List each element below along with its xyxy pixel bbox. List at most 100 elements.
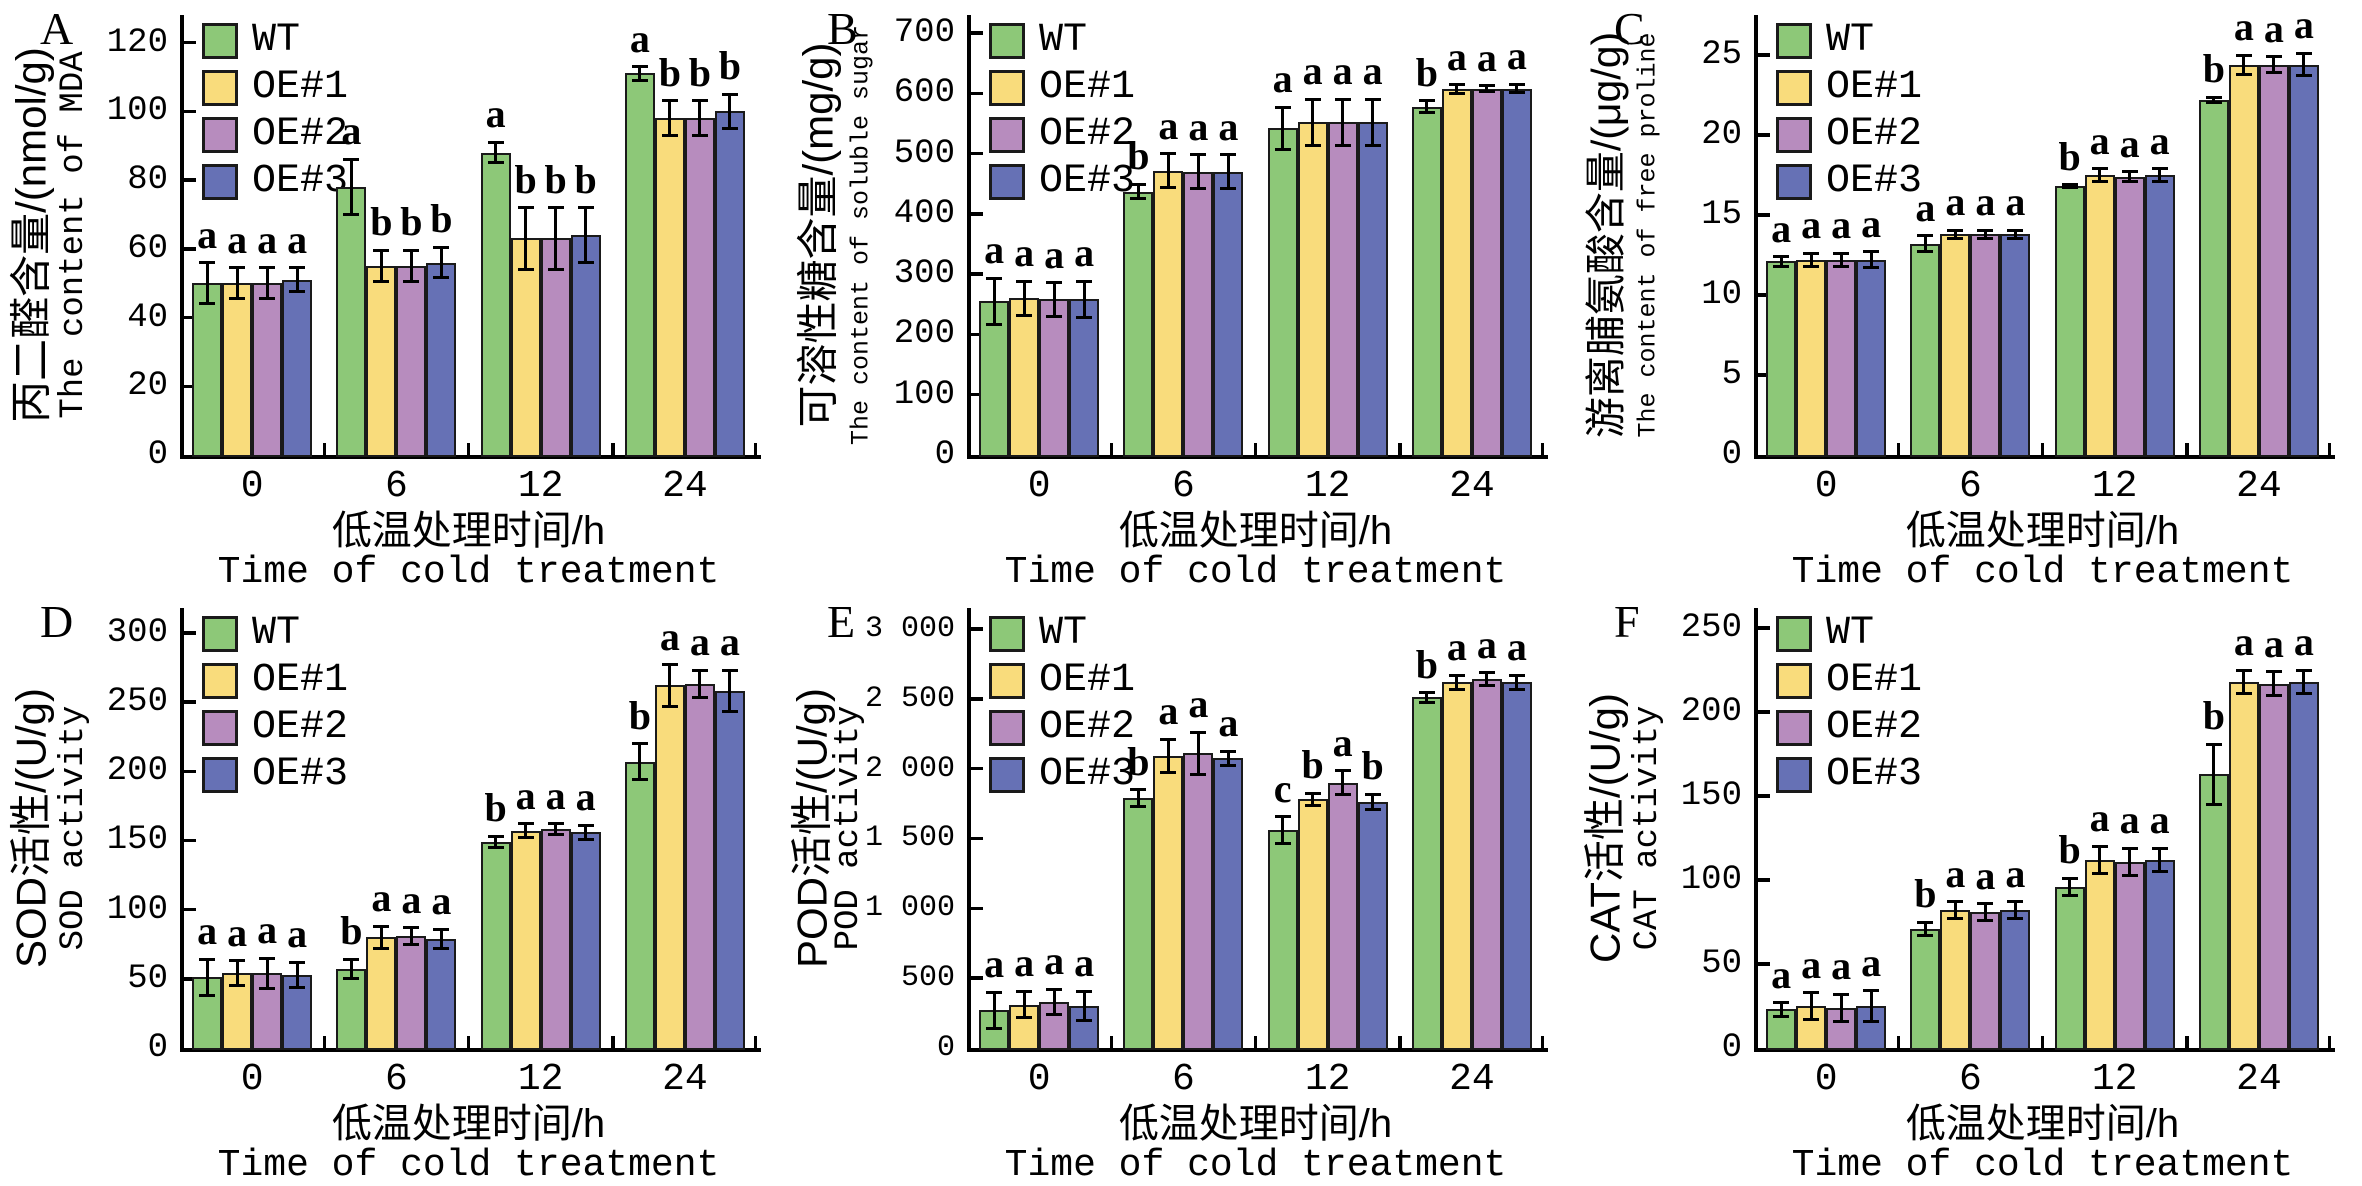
y-tick-label: 2 000 <box>864 751 955 786</box>
error-bar-cap-top <box>2235 53 2252 57</box>
error-bar-cap-top <box>631 742 648 746</box>
sig-letter: a <box>287 216 308 262</box>
x-tick-mark <box>2185 1036 2189 1048</box>
error-bar-cap-top <box>2007 900 2024 904</box>
error-bar-line <box>524 207 528 270</box>
x-tick-label: 12 <box>2091 1058 2138 1101</box>
error-bar-cap-bottom <box>661 704 678 708</box>
bar-C-OE#3-6h <box>2000 234 2031 457</box>
bar-F-OE#1-12h <box>2084 859 2115 1050</box>
sig-letter: a <box>371 875 392 921</box>
error-bar-line <box>1779 256 1783 267</box>
error-bar-cap-bottom <box>229 984 246 988</box>
y-tick-mark <box>1758 133 1770 137</box>
bar-E-OE#3-12h <box>1357 802 1388 1050</box>
x-tick-mark <box>1896 1036 1900 1048</box>
legend-swatch-OE#2 <box>1776 710 1812 746</box>
legend-swatch-OE#3 <box>989 757 1025 793</box>
y-tick-mark <box>971 697 983 701</box>
bar-E-WT-6h <box>1123 797 1154 1050</box>
error-bar-cap-top <box>2007 228 2024 232</box>
error-bar-line <box>1515 84 1519 93</box>
error-bar-cap-bottom <box>289 985 306 989</box>
error-bar-cap-bottom <box>1478 90 1495 94</box>
x-tick-mark <box>466 1036 471 1048</box>
sig-letter: a <box>1861 939 1882 985</box>
x-tick-mark <box>1896 443 1900 455</box>
sig-letter: a <box>1771 205 1792 251</box>
error-bar-cap-top <box>2121 846 2138 850</box>
error-bar-cap-bottom <box>547 267 564 271</box>
error-bar-line <box>1983 903 1987 921</box>
panel-label-C: C <box>1614 3 1645 54</box>
bar-C-OE#2-12h <box>2114 176 2145 457</box>
sig-letter: a <box>1188 681 1209 727</box>
legend-label-OE#2: OE#2 <box>1039 705 1136 750</box>
error-bar-line <box>1136 789 1140 807</box>
x-tick-label: 24 <box>2236 465 2282 508</box>
panel-C: C 游离脯氨酸含量/(μg/g) The content of free proli… <box>1574 0 2361 593</box>
error-bar-cap-bottom <box>1334 143 1351 147</box>
error-bar-cap-bottom <box>2007 917 2024 921</box>
error-bar-cap-bottom <box>2061 186 2078 190</box>
error-bar-cap-top <box>2151 167 2168 171</box>
y-tick-label: 25 <box>1701 36 1742 74</box>
y-tick-label: 50 <box>1701 945 1742 984</box>
error-bar-cap-top <box>1977 228 1994 232</box>
legend-label-OE#1: OE#1 <box>252 65 349 110</box>
error-bar-cap-bottom <box>1773 264 1790 268</box>
error-bar-line <box>2128 848 2132 875</box>
y-tick-label: 80 <box>127 161 168 199</box>
error-bar-cap-bottom <box>2265 693 2282 697</box>
error-bar-line <box>1953 901 1957 919</box>
sig-letter: a <box>2293 619 2314 665</box>
x-axis-title-cn: 低温处理时间/h <box>1905 509 2180 553</box>
y-tick-label: 20 <box>127 367 168 406</box>
panel-F: F CAT活性/(U/g) CAT activity 0 50 100 150 200 250 0… <box>1574 593 2361 1186</box>
x-tick-label: 6 <box>384 1058 408 1101</box>
legend-label-WT: WT <box>252 18 301 63</box>
legend-label-OE#3: OE#3 <box>1826 159 1923 204</box>
sig-letter: a <box>1158 102 1179 148</box>
error-bar-cap-top <box>487 140 504 144</box>
x-axis-line <box>1754 1048 2335 1052</box>
sig-letter: b <box>430 196 453 242</box>
bar-B-OE#2-24h <box>1471 88 1502 457</box>
sig-letter: a <box>1975 179 1996 225</box>
sig-letter: a <box>1771 951 1792 997</box>
sig-letter: a <box>2119 120 2140 166</box>
bar-F-WT-6h <box>1910 928 1941 1050</box>
sig-letter: a <box>1861 200 1882 246</box>
sig-letter: a <box>719 619 740 665</box>
error-bar-cap-top <box>2205 95 2222 99</box>
y-axis-line <box>1754 15 1758 459</box>
error-bar-cap-bottom <box>986 322 1003 326</box>
y-tick-mark <box>1758 213 1770 217</box>
bar-D-WT-6h <box>336 969 367 1050</box>
sig-letter: b <box>1415 49 1438 95</box>
sig-letter: a <box>1074 940 1095 986</box>
error-bar-cap-top <box>2061 183 2078 187</box>
error-bar-line <box>1052 989 1056 1015</box>
sig-letter: a <box>227 216 248 262</box>
error-bar-cap-bottom <box>1947 917 1964 921</box>
error-bar-line <box>1425 100 1429 113</box>
sig-letter: a <box>1831 943 1852 989</box>
sig-letter: b <box>2058 827 2081 873</box>
bar-C-OE#2-6h <box>1970 234 2001 457</box>
sig-letter: b <box>2058 133 2081 179</box>
y-tick-label: 600 <box>893 74 955 113</box>
y-tick-mark <box>971 332 983 337</box>
sig-letter: a <box>1302 48 1323 94</box>
y-tick-label: 0 <box>936 1031 955 1065</box>
legend-swatch-OE#3 <box>1776 757 1812 793</box>
bar-A-OE#1-0h <box>222 283 253 457</box>
error-bar-cap-bottom <box>1977 236 1994 240</box>
error-bar-cap-top <box>259 956 276 960</box>
x-axis-title-cn: 低温处理时间/h <box>1118 1102 1393 1146</box>
error-bar-cap-top <box>631 65 648 69</box>
x-tick-mark <box>753 1036 757 1048</box>
error-bar-cap-bottom <box>1833 264 1850 268</box>
bar-C-WT-24h <box>2198 99 2229 457</box>
y-tick-label: 1 500 <box>864 821 955 856</box>
